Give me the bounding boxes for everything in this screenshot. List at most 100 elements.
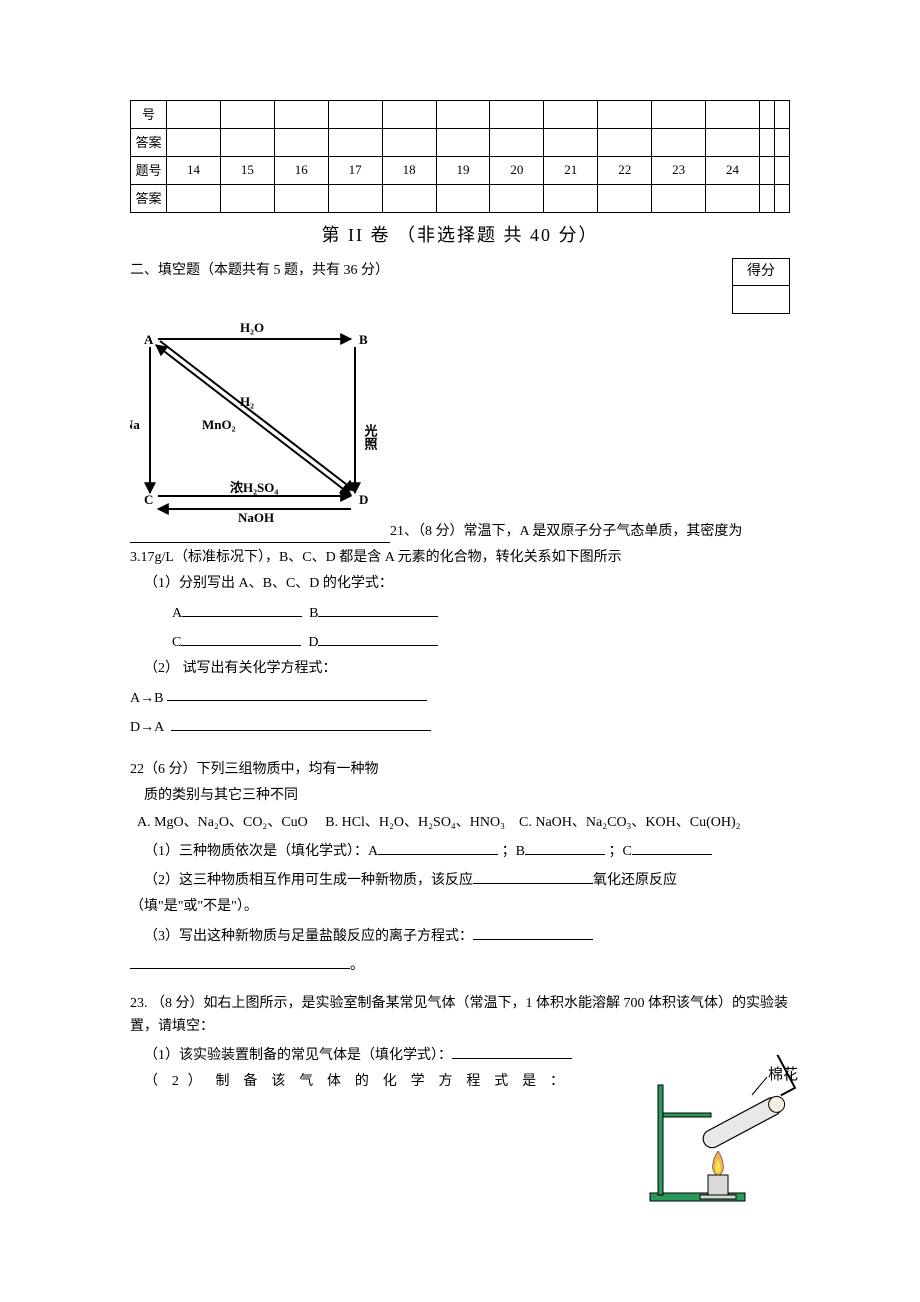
q22-p3-text: （3）写出这种新物质与足量盐酸反应的离子方程式：: [144, 929, 473, 944]
cell: [328, 185, 382, 213]
cell: [759, 101, 774, 129]
svg-text:棉花: 棉花: [768, 1066, 798, 1083]
cell: [652, 185, 706, 213]
score-cell: [733, 286, 790, 313]
label-c: C: [172, 635, 181, 650]
cell: [328, 101, 382, 129]
q23-block: 23. （8 分）如右上图所示，是实验室制备某常见气体（常温下，1 体积水能溶解…: [130, 993, 790, 1093]
blank: [378, 838, 498, 855]
section-2-title: 第 II 卷 （非选择题 共 40 分）: [130, 221, 790, 250]
svg-text:B: B: [359, 332, 368, 347]
q22-options-text: A. MgO、Na₂O、CO₂、CuO B. HCl、H₂O、H₂SO₄、HNO…: [137, 815, 741, 830]
cell: [544, 101, 598, 129]
cell: 18: [382, 157, 436, 185]
cell: [544, 185, 598, 213]
q22-p3: （3）写出这种新物质与足量盐酸反应的离子方程式：: [144, 923, 790, 948]
q22-p3-end: 。: [350, 958, 364, 973]
cell: [774, 101, 789, 129]
cell: [220, 129, 274, 157]
cell: [167, 101, 221, 129]
q22-head: 22（6 分）下列三组物质中，均有一种物: [130, 759, 790, 781]
q21-eq1-row: A→B: [130, 685, 790, 710]
label-b: B: [309, 606, 318, 621]
cell: [598, 101, 652, 129]
blank: [171, 714, 431, 731]
cell: [598, 129, 652, 157]
blank: [632, 838, 712, 855]
apparatus-svg: 棉花: [640, 1055, 820, 1205]
cell: [544, 129, 598, 157]
label-d: D: [308, 635, 318, 650]
blank: [318, 629, 438, 646]
svg-text:NaOH: NaOH: [238, 510, 274, 525]
cell: [598, 185, 652, 213]
cell: [774, 185, 789, 213]
cell: [274, 101, 328, 129]
q22-p1b: ；B: [502, 844, 525, 859]
cell: [274, 129, 328, 157]
q21-p1: （1）分别写出 A、B、C、D 的化学式：: [144, 573, 790, 595]
cell: [490, 185, 544, 213]
q21-lead: 21、（8 分）常温下，A 是双原子分子气态单质，其密度为: [390, 524, 742, 539]
q22-options: A. MgO、Na₂O、CO₂、CuO B. HCl、H₂O、H₂SO₄、HNO…: [137, 812, 790, 834]
q22-p2b: 氧化还原反应: [593, 873, 677, 888]
q23-p2: （ 2 ） 制 备 该 气 体 的 化 学 方 程 式 是 ：: [144, 1071, 564, 1093]
diagram-svg: ABCDH₂OH₂MnO₂Na浓H₂SO₄NaOH光照: [130, 314, 390, 534]
q22-p1a: （1）三种物质依次是（填化学式）：A: [144, 844, 378, 859]
q22-p2: （2）这三种物质相互作用可生成一种新物质，该反应 氧化还原反应: [144, 867, 790, 892]
eq2-label: D→A: [130, 720, 164, 735]
blank: [473, 867, 593, 884]
svg-text:H₂: H₂: [240, 394, 254, 409]
cell: [774, 129, 789, 157]
score-label: 得分: [733, 258, 790, 285]
cell: [706, 101, 760, 129]
svg-text:光照: 光照: [363, 423, 379, 451]
cell: [706, 185, 760, 213]
table-row: 号: [131, 101, 790, 129]
q21-p2: （2） 试写出有关化学方程式：: [144, 658, 790, 680]
cell: 16: [274, 157, 328, 185]
svg-text:MnO₂: MnO₂: [202, 417, 236, 432]
cell: 22: [598, 157, 652, 185]
svg-text:H₂O: H₂O: [240, 320, 264, 335]
answer-table: 号 答案 题号 14 15 16 17 18 19 20 21 22 23 24…: [130, 100, 790, 213]
q22-p2a: （2）这三种物质相互作用可生成一种新物质，该反应: [144, 873, 473, 888]
blank: [130, 952, 350, 969]
score-box: 得分: [732, 258, 790, 314]
cell: [328, 129, 382, 157]
cell: 23: [652, 157, 706, 185]
cell: 14: [167, 157, 221, 185]
cell: 21: [544, 157, 598, 185]
cell: [382, 129, 436, 157]
apparatus-diagram: 棉花: [640, 1055, 820, 1213]
blank: [167, 685, 427, 702]
cell: [759, 157, 774, 185]
cell: [167, 185, 221, 213]
cell: [167, 129, 221, 157]
blank: [181, 629, 301, 646]
table-row: 题号 14 15 16 17 18 19 20 21 22 23 24: [131, 157, 790, 185]
cell: [436, 129, 490, 157]
row-label: 答案: [131, 129, 167, 157]
blank: [473, 923, 593, 940]
blank: [452, 1042, 572, 1059]
reaction-diagram: ABCDH₂OH₂MnO₂Na浓H₂SO₄NaOH光照: [130, 314, 390, 543]
q21-eq2-row: D→A: [130, 714, 790, 739]
svg-text:D: D: [359, 492, 368, 507]
blank: [182, 600, 302, 617]
cell: 17: [328, 157, 382, 185]
q21-cd-row: C D: [172, 629, 790, 654]
row-label: 题号: [131, 157, 167, 185]
cell: [382, 101, 436, 129]
cell: [220, 101, 274, 129]
q22-p3-cont: 。: [130, 952, 790, 977]
q21-line2: 3.17g/L（标准标况下），B、C、D 都是含 A 元素的化合物，转化关系如下…: [130, 547, 790, 569]
cell: [436, 185, 490, 213]
cell: [436, 101, 490, 129]
table-row: 答案: [131, 185, 790, 213]
q23-p1-text: （1）该实验装置制备的常见气体是（填化学式）：: [144, 1048, 452, 1063]
svg-text:浓H₂SO₄: 浓H₂SO₄: [230, 480, 278, 495]
row-label: 号: [131, 101, 167, 129]
cell: [759, 129, 774, 157]
cell: [274, 185, 328, 213]
